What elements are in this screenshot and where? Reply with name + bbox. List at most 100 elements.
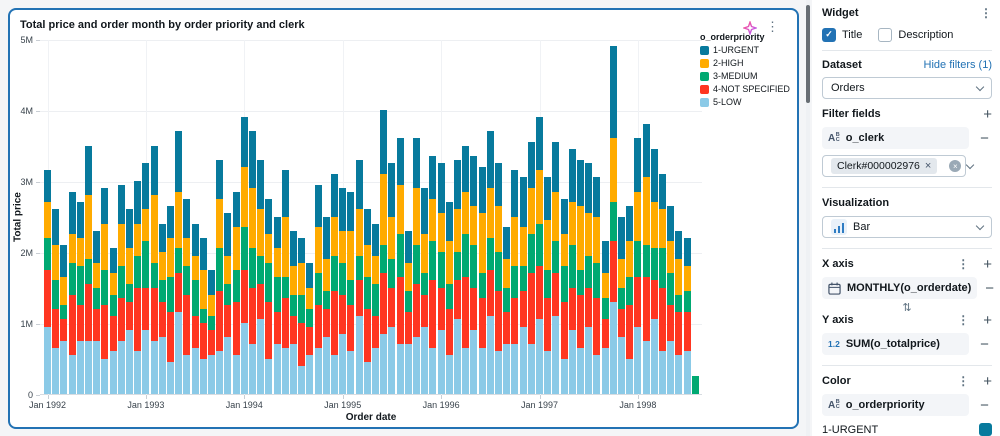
bar-segment[interactable] [372, 223, 379, 256]
bar-segment[interactable] [347, 305, 355, 352]
bar-segment[interactable] [577, 269, 584, 295]
stacked-bar[interactable] [462, 145, 470, 394]
bar-segment[interactable] [618, 337, 625, 394]
stacked-bar[interactable] [347, 191, 355, 394]
bar-segment[interactable] [85, 283, 92, 341]
stacked-bar[interactable] [281, 170, 289, 394]
bar-segment[interactable] [593, 262, 601, 299]
bar-segment[interactable] [372, 283, 379, 316]
bar-segment[interactable] [216, 248, 224, 292]
bar-segment[interactable] [552, 191, 560, 242]
bar-segment[interactable] [650, 319, 658, 394]
stacked-bar[interactable] [52, 209, 60, 394]
bar-segment[interactable] [536, 170, 543, 224]
bar-segment[interactable] [413, 188, 420, 245]
x-axis-field-pill[interactable]: MONTHLY(o_orderdate) [822, 277, 978, 299]
bar-segment[interactable] [593, 216, 601, 263]
bar-segment[interactable] [109, 273, 117, 295]
bar-segment[interactable] [618, 259, 625, 288]
bar-segment[interactable] [585, 255, 593, 288]
bar-segment[interactable] [437, 163, 445, 213]
bar-segment[interactable] [650, 248, 658, 281]
stacked-bar[interactable] [314, 184, 322, 394]
bar-segment[interactable] [503, 312, 511, 345]
bar-segment[interactable] [52, 244, 60, 281]
bar-segment[interactable] [503, 287, 511, 313]
bar-segment[interactable] [290, 294, 297, 316]
bar-segment[interactable] [191, 223, 199, 256]
bar-segment[interactable] [372, 315, 379, 348]
bar-segment[interactable] [208, 294, 215, 316]
bar-segment[interactable] [445, 308, 453, 355]
bar-segment[interactable] [552, 315, 560, 394]
widget-kebab-icon[interactable]: ⋮ [980, 6, 992, 20]
bar-segment[interactable] [109, 315, 117, 352]
bar-segment[interactable] [659, 287, 666, 352]
bar-segment[interactable] [609, 241, 617, 302]
bar-segment[interactable] [675, 230, 683, 260]
dataset-select[interactable]: Orders [822, 77, 992, 99]
bar-segment[interactable] [322, 291, 330, 309]
bar-segment[interactable] [404, 262, 412, 292]
bar-segment[interactable] [626, 305, 634, 359]
bar-segment[interactable] [109, 351, 117, 394]
bar-segment[interactable] [536, 117, 543, 171]
stacked-bar[interactable] [273, 216, 281, 394]
bar-segment[interactable] [76, 237, 84, 267]
x-axis-kebab-icon[interactable]: ⋮ [957, 257, 970, 271]
bar-segment[interactable] [158, 337, 166, 394]
stacked-bar[interactable] [109, 248, 117, 394]
bar-segment[interactable] [158, 301, 166, 338]
bar-segment[interactable] [413, 138, 420, 189]
bar-segment[interactable] [511, 298, 519, 345]
bar-segment[interactable] [642, 244, 650, 277]
assistant-sparkle-icon[interactable] [742, 20, 758, 40]
bar-segment[interactable] [536, 223, 543, 267]
bar-segment[interactable] [331, 173, 338, 217]
bar-segment[interactable] [150, 340, 158, 394]
bar-segment[interactable] [445, 354, 453, 394]
bar-segment[interactable] [552, 273, 560, 316]
bar-segment[interactable] [421, 188, 429, 235]
bar-segment[interactable] [85, 195, 92, 260]
stacked-bar[interactable] [249, 131, 256, 394]
bar-segment[interactable] [322, 337, 330, 394]
bar-segment[interactable] [626, 276, 634, 306]
bar-segment[interactable] [101, 358, 109, 394]
bar-segment[interactable] [175, 191, 183, 249]
bar-segment[interactable] [577, 159, 584, 206]
bar-segment[interactable] [470, 205, 478, 245]
bar-segment[interactable] [527, 273, 535, 345]
clear-filter-icon[interactable]: × [949, 160, 962, 172]
bar-segment[interactable] [60, 276, 68, 306]
bar-segment[interactable] [659, 248, 666, 288]
stacked-bar[interactable] [44, 170, 51, 394]
bar-segment[interactable] [404, 291, 412, 313]
bar-segment[interactable] [68, 262, 76, 295]
stacked-bar[interactable] [421, 188, 429, 394]
bar-segment[interactable] [454, 280, 461, 320]
stacked-bar[interactable] [486, 131, 494, 394]
bar-segment[interactable] [429, 156, 437, 199]
bar-segment[interactable] [478, 347, 486, 394]
bar-segment[interactable] [445, 241, 453, 284]
bar-segment[interactable] [240, 166, 248, 228]
bar-segment[interactable] [618, 287, 625, 309]
bar-segment[interactable] [560, 266, 568, 302]
stacked-bar[interactable] [454, 159, 461, 394]
bar-segment[interactable] [568, 149, 576, 203]
bar-segment[interactable] [363, 276, 371, 309]
bar-segment[interactable] [683, 266, 691, 292]
bar-segment[interactable] [404, 344, 412, 394]
bar-segment[interactable] [650, 149, 658, 203]
stacked-bar[interactable] [527, 141, 535, 394]
chart-menu-kebab-icon[interactable]: ⋮ [766, 19, 779, 34]
bar-segment[interactable] [85, 340, 92, 394]
bar-segment[interactable] [470, 244, 478, 288]
bar-segment[interactable] [199, 269, 207, 309]
bar-segment[interactable] [478, 166, 486, 213]
bar-segment[interactable] [544, 177, 552, 221]
bar-segment[interactable] [560, 358, 568, 394]
bar-segment[interactable] [85, 145, 92, 196]
bar-segment[interactable] [347, 191, 355, 231]
